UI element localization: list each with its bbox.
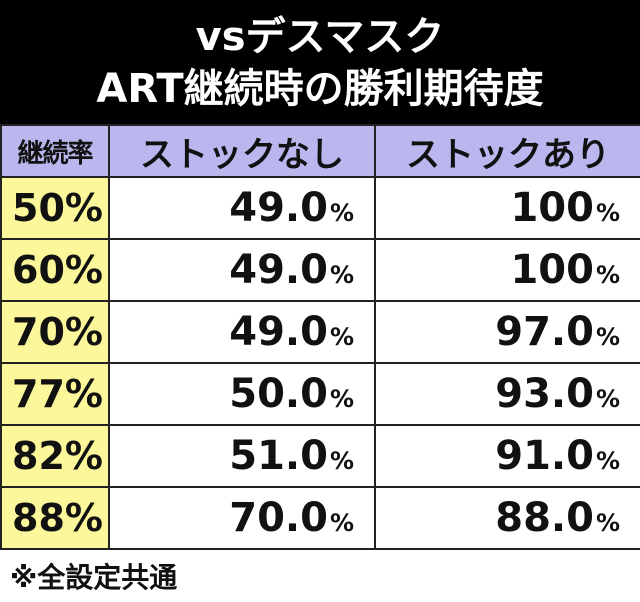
title-line-2: ART継続時の勝利期待度 bbox=[96, 66, 544, 112]
with-stock-cell: 91.0% bbox=[374, 424, 640, 488]
no-stock-cell: 49.0% bbox=[108, 176, 376, 240]
with-stock-value: 100 bbox=[510, 247, 594, 293]
header-continuation-rate: 継続率 bbox=[0, 124, 110, 178]
no-stock-value: 51.0 bbox=[229, 433, 328, 479]
percent-unit: % bbox=[329, 447, 354, 475]
percent-unit: % bbox=[329, 323, 354, 351]
footnote: ※全設定共通 bbox=[10, 561, 178, 594]
with-stock-cell: 100% bbox=[374, 238, 640, 302]
header-no-stock: ストックなし bbox=[108, 124, 376, 178]
no-stock-cell: 49.0% bbox=[108, 300, 376, 364]
no-stock-cell: 70.0% bbox=[108, 486, 376, 550]
table-row: 70% 49.0% 97.0% bbox=[0, 300, 640, 364]
with-stock-cell: 93.0% bbox=[374, 362, 640, 426]
no-stock-value: 49.0 bbox=[229, 185, 328, 231]
title-banner: vsデスマスク ART継続時の勝利期待度 bbox=[0, 0, 640, 124]
title-line-1: vsデスマスク bbox=[195, 14, 445, 60]
no-stock-cell: 51.0% bbox=[108, 424, 376, 488]
with-stock-value: 97.0 bbox=[495, 309, 594, 355]
table-row: 88% 70.0% 88.0% bbox=[0, 486, 640, 550]
percent-unit: % bbox=[329, 509, 354, 537]
no-stock-value: 50.0 bbox=[229, 371, 328, 417]
with-stock-value: 100 bbox=[510, 185, 594, 231]
percent-unit: % bbox=[329, 385, 354, 413]
percent-unit: % bbox=[595, 509, 620, 537]
no-stock-cell: 50.0% bbox=[108, 362, 376, 426]
with-stock-value: 88.0 bbox=[495, 495, 594, 541]
rate-cell: 50% bbox=[0, 176, 110, 240]
rate-cell: 77% bbox=[0, 362, 110, 426]
rate-cell: 82% bbox=[0, 424, 110, 488]
percent-unit: % bbox=[329, 261, 354, 289]
percent-unit: % bbox=[595, 447, 620, 475]
no-stock-cell: 49.0% bbox=[108, 238, 376, 302]
win-probability-table: 継続率 ストックなし ストックあり 50% 49.0% 100% 60% 49.… bbox=[0, 124, 640, 550]
table-header-row: 継続率 ストックなし ストックあり bbox=[0, 124, 640, 178]
header-with-stock: ストックあり bbox=[374, 124, 640, 178]
no-stock-value: 49.0 bbox=[229, 247, 328, 293]
table-row: 82% 51.0% 91.0% bbox=[0, 424, 640, 488]
table-row: 77% 50.0% 93.0% bbox=[0, 362, 640, 426]
with-stock-value: 93.0 bbox=[495, 371, 594, 417]
rate-cell: 70% bbox=[0, 300, 110, 364]
with-stock-value: 91.0 bbox=[495, 433, 594, 479]
with-stock-cell: 97.0% bbox=[374, 300, 640, 364]
with-stock-cell: 88.0% bbox=[374, 486, 640, 550]
rate-cell: 88% bbox=[0, 486, 110, 550]
no-stock-value: 70.0 bbox=[229, 495, 328, 541]
no-stock-value: 49.0 bbox=[229, 309, 328, 355]
percent-unit: % bbox=[595, 385, 620, 413]
rate-cell: 60% bbox=[0, 238, 110, 302]
percent-unit: % bbox=[595, 323, 620, 351]
percent-unit: % bbox=[329, 199, 354, 227]
with-stock-cell: 100% bbox=[374, 176, 640, 240]
percent-unit: % bbox=[595, 261, 620, 289]
percent-unit: % bbox=[595, 199, 620, 227]
table-row: 60% 49.0% 100% bbox=[0, 238, 640, 302]
table-row: 50% 49.0% 100% bbox=[0, 176, 640, 240]
